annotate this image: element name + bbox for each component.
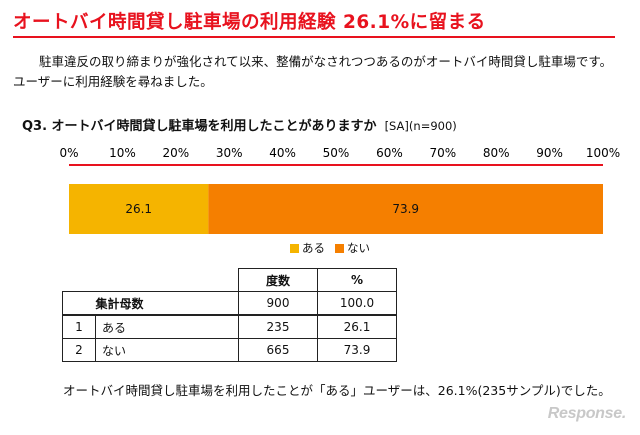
bar-segment-nai — [208, 184, 603, 234]
response-logo: Response. — [547, 405, 627, 422]
question-heading: Q3. オートバイ時間貸し駐車場を利用したことがありますか [SA](n=900) — [22, 115, 457, 134]
data-label: 73.9 — [392, 202, 419, 216]
legend-swatch-nai — [335, 243, 344, 253]
stacked-bar-chart: 0% 10% 20% 30% 40% 50% 60% 70% 80% 90% 100% 26.1 73.… — [59, 146, 620, 234]
legend-swatch-aru — [290, 243, 299, 253]
page-title: オートバイ時間貸し駐車場の利用経験 26.1%に留まる — [13, 12, 486, 33]
row-no: 1 — [62, 314, 96, 339]
data-label: 26.1 — [125, 202, 152, 216]
x-tick-label: 100% — [586, 146, 620, 160]
row-label: ない — [95, 338, 239, 362]
stats-table: 度数 % 集計母数 900 100.0 1 ある 235 26.1 2 ない 6… — [62, 268, 397, 362]
x-tick-label: 80% — [483, 146, 510, 160]
row-pct: 100.0 — [317, 291, 397, 316]
legend-item-nai: ない — [335, 240, 370, 256]
question-meta: [SA](n=900) — [384, 119, 457, 133]
header-count: 度数 — [238, 268, 318, 292]
chart-legend: ある ない — [290, 240, 370, 256]
legend-label-aru: ある — [302, 241, 325, 255]
table-row: 2 ない 665 73.9 — [62, 338, 397, 362]
row-count: 235 — [238, 314, 318, 339]
x-tick-label: 90% — [536, 146, 563, 160]
bar-segment-aru — [69, 184, 209, 234]
x-tick-label: 30% — [216, 146, 243, 160]
question-label: Q3. オートバイ時間貸し駐車場を利用したことがありますか — [22, 119, 377, 134]
row-pct: 26.1 — [317, 314, 397, 339]
x-tick-label: 50% — [323, 146, 350, 160]
table-row: 集計母数 900 100.0 — [62, 291, 397, 316]
row-label: 集計母数 — [95, 291, 239, 316]
x-tick-label: 60% — [376, 146, 403, 160]
x-tick-label: 10% — [109, 146, 136, 160]
header-pct: % — [317, 268, 397, 292]
table-header-row: 度数 % — [63, 268, 397, 292]
row-pct: 73.9 — [317, 338, 397, 362]
legend-label-nai: ない — [347, 241, 370, 255]
row-no: 2 — [62, 338, 96, 362]
row-label: ある — [95, 314, 239, 339]
legend-item-aru: ある — [290, 240, 325, 256]
row-count: 900 — [238, 291, 318, 316]
x-tick-label: 20% — [162, 146, 189, 160]
x-tick-label: 70% — [429, 146, 456, 160]
table-row: 1 ある 235 26.1 — [62, 314, 397, 339]
row-count: 665 — [238, 338, 318, 362]
x-tick-label: 0% — [59, 146, 78, 160]
intro-paragraph: 駐車違反の取り締まりが強化されて以来、整備がなされつつあるのがオートバイ時間貸し… — [13, 54, 613, 89]
title-underline — [13, 36, 615, 38]
x-tick-label: 40% — [269, 146, 296, 160]
row-no — [62, 291, 96, 316]
conclusion-paragraph: オートバイ時間貸し駐車場を利用したことが「ある」ユーザーは、26.1%(235サ… — [63, 383, 611, 398]
